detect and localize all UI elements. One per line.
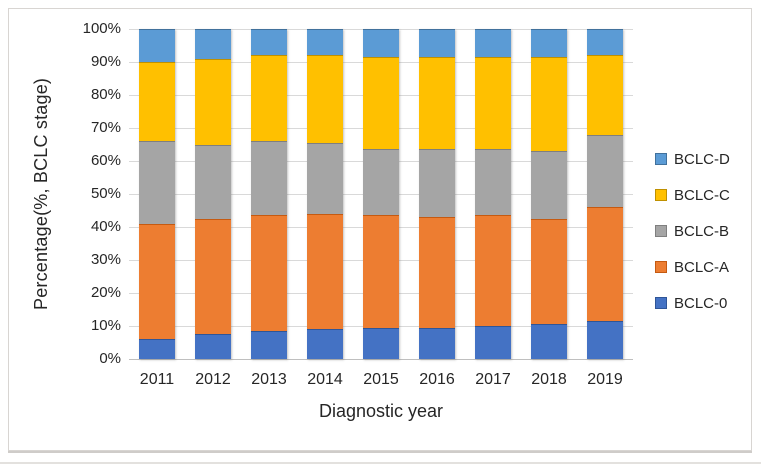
legend-label: BCLC-C — [674, 186, 730, 204]
bar-segment-bclc-a-2013 — [251, 215, 287, 331]
bar-segment-bclc-b-2017 — [475, 149, 511, 216]
legend-marker-icon — [655, 261, 667, 273]
legend-label: BCLC-B — [674, 222, 730, 240]
bar-segment-bclc-d-2019 — [587, 29, 623, 56]
y-tick-label: 80% — [90, 86, 121, 103]
y-tick-label: 10% — [90, 317, 121, 334]
x-tick-label-2013: 2013 — [251, 371, 287, 388]
bar-segment-bclc-d-2012 — [195, 29, 231, 59]
bar-segment-bclc-b-2012 — [195, 144, 231, 219]
x-tick-label-2018: 2018 — [531, 371, 567, 388]
legend: BCLC-D BCLC-C BCLC-B BCLC-A BCLC-0 — [655, 141, 730, 321]
bar-segment-bclc-c-2013 — [251, 55, 287, 142]
y-tick-label: 100% — [82, 20, 121, 37]
bar-segment-bclc-a-2019 — [587, 207, 623, 322]
bar-segment-bclc-0-2018 — [531, 324, 567, 359]
bar-2018 — [531, 29, 567, 359]
bar-segment-bclc-d-2014 — [307, 29, 343, 56]
bar-segment-bclc-c-2016 — [419, 57, 455, 150]
bar-segment-bclc-b-2013 — [251, 141, 287, 216]
bar-segment-bclc-0-2016 — [419, 327, 455, 359]
page-bottom-edge — [0, 462, 761, 464]
bar-segment-bclc-0-2015 — [363, 327, 399, 359]
bar-segment-bclc-d-2013 — [251, 29, 287, 56]
bar-segment-bclc-c-2015 — [363, 57, 399, 150]
bar-segment-bclc-b-2019 — [587, 134, 623, 208]
bar-segment-bclc-c-2012 — [195, 58, 231, 145]
bar-segment-bclc-0-2013 — [251, 330, 287, 359]
bar-2014 — [307, 29, 343, 359]
y-tick-label: 30% — [90, 251, 121, 268]
y-tick-label: 70% — [90, 119, 121, 136]
chart-frame: Percentage(%, BCLC stage) 0% 10% 20% 30% 40%… — [8, 8, 752, 451]
bar-segment-bclc-c-2014 — [307, 55, 343, 143]
bar-segment-bclc-c-2018 — [531, 57, 567, 152]
legend-marker-icon — [655, 297, 667, 309]
bar-segment-bclc-d-2018 — [531, 29, 567, 58]
bar-segment-bclc-c-2011 — [139, 62, 175, 142]
bar-2019 — [587, 29, 623, 359]
legend-item-bclc-d: BCLC-D — [655, 141, 730, 177]
x-axis-title: Diagnostic year — [318, 401, 444, 421]
bar-segment-bclc-0-2012 — [195, 334, 231, 359]
y-tick-label: 60% — [90, 152, 121, 169]
legend-marker-icon — [655, 189, 667, 201]
bar-segment-bclc-0-2014 — [307, 329, 343, 359]
bar-segment-bclc-0-2011 — [139, 339, 175, 359]
bar-segment-bclc-a-2016 — [419, 217, 455, 328]
bar-segment-bclc-d-2016 — [419, 29, 455, 58]
x-tick-label-2011: 2011 — [139, 371, 175, 388]
bar-segment-bclc-d-2011 — [139, 29, 175, 62]
bar-segment-bclc-b-2015 — [363, 149, 399, 216]
bar-segment-bclc-b-2011 — [139, 141, 175, 224]
bar-segment-bclc-0-2019 — [587, 321, 623, 359]
bar-2015 — [363, 29, 399, 359]
y-tick-label: 20% — [90, 284, 121, 301]
legend-marker-icon — [655, 225, 667, 237]
legend-item-bclc-0: BCLC-0 — [655, 285, 730, 321]
bar-2013 — [251, 29, 287, 359]
x-tick-label-2014: 2014 — [307, 371, 343, 388]
y-axis-title: Percentage(%, BCLC stage) — [31, 77, 51, 311]
legend-label: BCLC-0 — [674, 294, 728, 312]
bar-segment-bclc-a-2014 — [307, 213, 343, 330]
bar-segment-bclc-b-2018 — [531, 151, 567, 219]
bar-segment-bclc-0-2017 — [475, 326, 511, 359]
y-tick-label: 50% — [90, 185, 121, 202]
bar-segment-bclc-a-2018 — [531, 218, 567, 325]
bar-segment-bclc-d-2017 — [475, 29, 511, 58]
legend-label: BCLC-A — [674, 258, 730, 276]
bar-segment-bclc-a-2011 — [139, 223, 175, 340]
legend-marker-icon — [655, 153, 667, 165]
bar-2017 — [475, 29, 511, 359]
x-tick-label-2012: 2012 — [195, 371, 231, 388]
x-tick-label-2017: 2017 — [475, 371, 511, 388]
bar-segment-bclc-c-2019 — [587, 55, 623, 135]
y-tick-label: 40% — [90, 218, 121, 235]
legend-item-bclc-a: BCLC-A — [655, 249, 730, 285]
bar-segment-bclc-b-2016 — [419, 149, 455, 218]
y-tick-label: 90% — [90, 53, 121, 70]
bar-2012 — [195, 29, 231, 359]
bar-segment-bclc-a-2015 — [363, 215, 399, 328]
x-tick-label-2019: 2019 — [587, 371, 623, 388]
x-axis-line — [129, 359, 633, 360]
x-tick-label-2016: 2016 — [419, 371, 455, 388]
bar-segment-bclc-c-2017 — [475, 57, 511, 150]
legend-label: BCLC-D — [674, 150, 730, 168]
bar-2011 — [139, 29, 175, 359]
bar-segment-bclc-d-2015 — [363, 29, 399, 58]
y-tick-label: 0% — [99, 350, 121, 367]
bar-2016 — [419, 29, 455, 359]
legend-item-bclc-b: BCLC-B — [655, 213, 730, 249]
bar-segment-bclc-a-2012 — [195, 218, 231, 335]
bar-segment-bclc-b-2014 — [307, 142, 343, 214]
x-tick-label-2015: 2015 — [363, 371, 399, 388]
legend-item-bclc-c: BCLC-C — [655, 177, 730, 213]
bar-segment-bclc-a-2017 — [475, 215, 511, 326]
